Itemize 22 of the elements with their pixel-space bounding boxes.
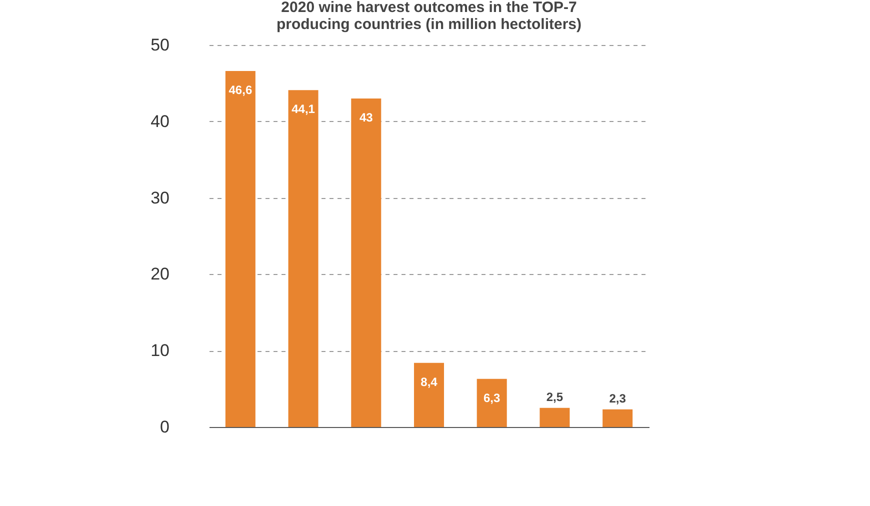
y-tick-label: 10 (150, 341, 170, 360)
data-label: 46,6 (228, 82, 252, 97)
bar (288, 90, 318, 427)
y-tick-label: 50 (150, 36, 170, 54)
bar (602, 409, 633, 427)
data-label: 8,4 (420, 374, 438, 389)
data-label: 6,3 (484, 390, 501, 405)
bar (225, 70, 256, 427)
y-tick-label: 30 (150, 188, 170, 208)
y-tick-label: 0 (160, 418, 170, 436)
data-label: 44,1 (292, 102, 316, 116)
bar (476, 378, 507, 427)
text: producing countries (in million hectoliters) (276, 16, 582, 33)
y-tick-label: 20 (150, 264, 170, 284)
data-label: 2,5 (546, 390, 564, 404)
bar (351, 98, 382, 427)
data-label: 43 (359, 110, 374, 124)
data-label: 2,3 (609, 391, 626, 406)
y-tick-label: 40 (150, 112, 170, 131)
bar (414, 362, 444, 427)
bar (540, 408, 570, 427)
text: 2020 wine harvest outcomes in the TOP-7 (281, 0, 577, 16)
